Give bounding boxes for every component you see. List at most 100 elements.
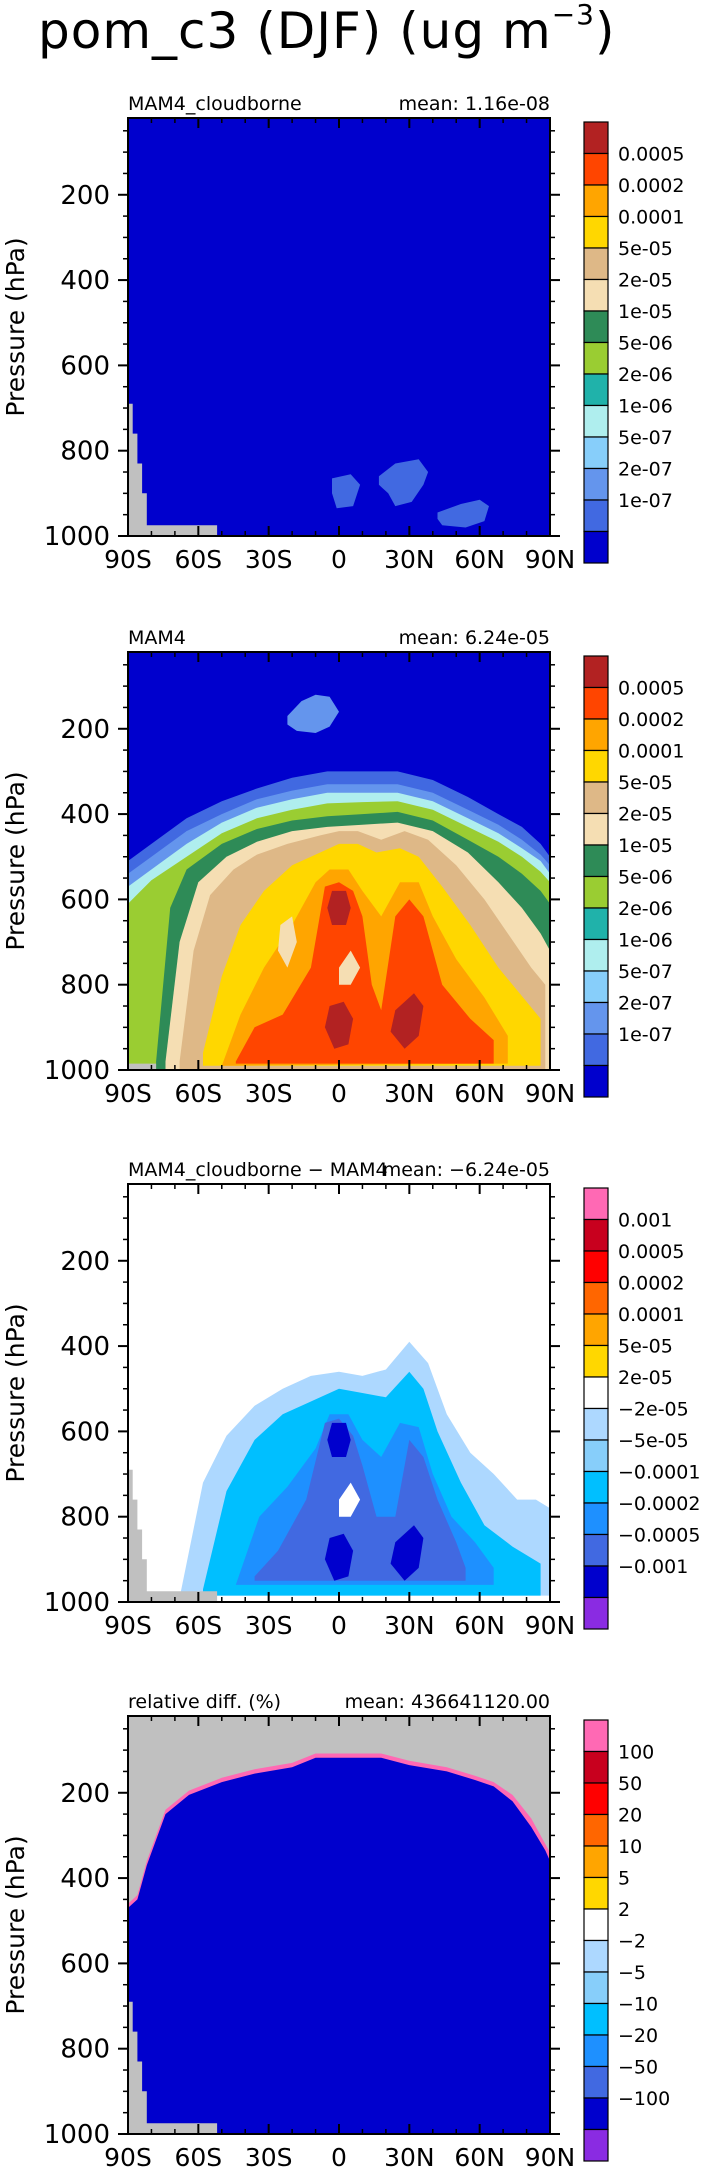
contour-region [324,1001,354,1049]
colorbar-label: 0.0002 [618,1273,684,1295]
colorbar-label: 5e-06 [618,333,673,355]
y-tick-label: 1000 [44,1588,110,1618]
colorbar-swatch [583,781,609,815]
y-tick-label: 800 [60,437,110,467]
colorbar: 0.0005 0.0002 0.0001 5e-05 2e-05 1e-05 5e-06 2e… [583,121,684,564]
colorbar-swatch [583,1876,609,1910]
colorbar-swatch [583,499,609,533]
colorbar-swatch [583,1782,609,1816]
colorbar-label: 2e-05 [618,804,673,826]
colorbar-label: 1e-06 [618,930,673,952]
x-tick-label: 0 [331,545,347,574]
x-tick-label: 90N [525,2143,576,2172]
colorbar-swatch [583,2002,609,2036]
colorbar-label: −0.0002 [618,1493,700,1515]
x-tick-label: 90N [525,1611,576,1640]
x-tick-label: 90N [525,545,576,574]
contour-regions [128,1753,550,2134]
colorbar-label: 1e-06 [618,396,673,418]
colorbar-label: −0.0005 [618,1525,700,1547]
colorbar-swatch [583,247,609,281]
contour-region [128,1063,157,1070]
colorbar-label: −0.0001 [618,1462,700,1484]
colorbar: 0.001 0.0005 0.0002 0.0001 5e-05 2e-05 −2e-05 −… [583,1187,700,1630]
y-axis-label: Pressure (hPa) [1,237,30,416]
colorbar-swatch [583,1565,609,1599]
colorbar-swatch [583,812,609,846]
y-tick-label: 800 [60,2035,110,2065]
colorbar-swatch [583,1001,609,1035]
y-tick-label: 600 [60,351,110,381]
x-tick-label: 90S [104,1079,152,1108]
y-tick-label: 200 [60,181,110,211]
panel-2: MAM4 mean: 6.24e-05 90S 60S 30S 0 30N 60N 90N 200… [1,627,684,1108]
colorbar-label: 2 [618,1899,630,1921]
x-tick-label: 30S [245,1611,293,1640]
colorbar-label: 50 [618,1773,642,1795]
colorbar-swatch [583,1813,609,1847]
x-tick-label: 60S [174,1079,222,1108]
colorbar-swatch [583,1470,609,1504]
x-tick-label: 90S [104,2143,152,2172]
contour-regions [128,1341,550,1602]
panel-right-label: mean: 436641120.00 [345,1691,550,1713]
colorbar-label: 0.0005 [618,144,684,166]
contour-region [437,499,489,528]
colorbar-label: 2e-07 [618,993,673,1015]
x-tick-label: 60S [174,545,222,574]
colorbar-swatch [583,1750,609,1784]
colorbar-label: 0.0001 [618,207,684,229]
y-tick-label: 800 [60,1503,110,1533]
y-tick-label: 1000 [44,2120,110,2150]
colorbar-label: 5e-05 [618,1336,673,1358]
colorbar-label: 20 [618,1805,642,1827]
y-tick-label: 600 [60,885,110,915]
contour-region [287,694,339,733]
colorbar-swatch [583,1376,609,1410]
contour-region [390,1525,424,1581]
panel-1: MAM4_cloudborne mean: 1.16e-08 90S 60S 30S 0 3… [1,93,684,574]
colorbar-label: 5 [618,1868,630,1890]
y-tick-label: 600 [60,1949,110,1979]
y-tick-label: 800 [60,971,110,1001]
y-tick-label: 400 [60,800,110,830]
contour-region [332,474,361,509]
colorbar-swatch [583,1344,609,1378]
y-axis-label: Pressure (hPa) [1,1303,30,1482]
panel-right-label: mean: 1.16e-08 [399,93,550,115]
colorbar-label: 1e-07 [618,1024,673,1046]
colorbar-swatch [583,907,609,941]
colorbar-swatch [583,1250,609,1284]
colorbar-label: 0.0002 [618,709,684,731]
colorbar-label: 5e-07 [618,427,673,449]
panel-left-label: MAM4_cloudborne [128,93,302,115]
contour-region [327,890,351,925]
colorbar-label: 5e-06 [618,867,673,889]
x-tick-label: 60S [174,1611,222,1640]
colorbar-swatch [583,2065,609,2099]
x-tick-label: 60N [454,1611,505,1640]
colorbar-label: −100 [618,2088,670,2110]
contour-region [128,1757,550,2134]
colorbar-swatch [583,1908,609,1942]
y-tick-label: 200 [60,715,110,745]
contour-regions [128,403,489,536]
contour-region [339,1482,361,1517]
colorbar-label: −10 [618,1994,658,2016]
y-tick-label: 400 [60,1864,110,1894]
contour-regions [128,694,550,1070]
colorbar-swatch [583,530,609,564]
colorbar-swatch [583,718,609,752]
colorbar-swatch [583,373,609,407]
contour-region [390,993,424,1049]
colorbar-swatch [583,1845,609,1879]
contour-region [339,950,361,985]
colorbar-swatch [583,1218,609,1252]
colorbar-swatch [583,467,609,501]
x-tick-label: 30N [384,1611,435,1640]
colorbar-swatch [583,1187,609,1221]
colorbar-swatch [583,1033,609,1067]
colorbar-swatch [583,1439,609,1473]
